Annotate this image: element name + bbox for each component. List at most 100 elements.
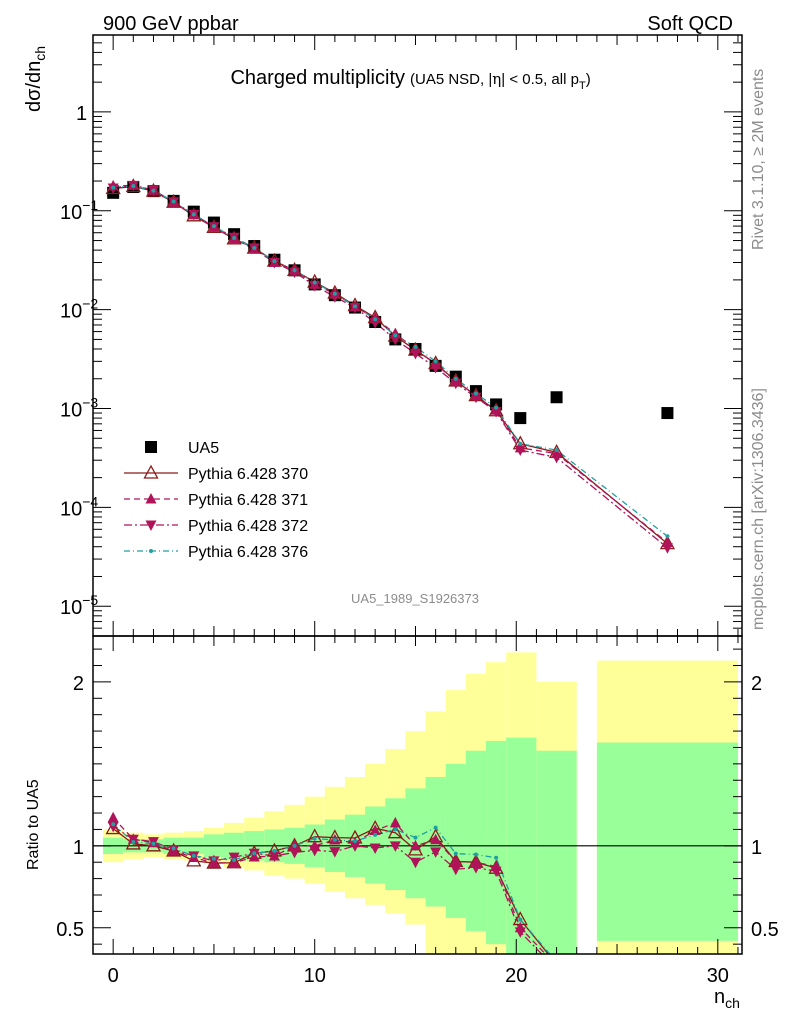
y-tick-base: 10 xyxy=(60,597,82,619)
legend-label: Pythia 6.428 371 xyxy=(188,492,308,509)
series-line-4 xyxy=(113,185,668,537)
subtitle-open: (UA5 NSD, | xyxy=(410,71,492,88)
legend-label: Pythia 6.428 376 xyxy=(188,544,308,561)
ratio-y-tick-label-right: 2 xyxy=(751,673,762,695)
ratio-y-label: Ratio to UA5 xyxy=(25,779,42,870)
y-tick-label: 10−3 xyxy=(60,395,98,422)
y-tick-base: 10 xyxy=(60,301,82,323)
data-point xyxy=(554,448,559,453)
x-axis-label: nch xyxy=(714,986,740,1011)
ratio-point xyxy=(349,841,361,852)
y-tick-base: 10 xyxy=(60,400,82,422)
legend-marker xyxy=(145,441,157,453)
main-series-markers xyxy=(105,178,676,554)
ratio-point xyxy=(473,852,478,857)
data-point xyxy=(665,534,670,539)
data-point xyxy=(171,199,176,204)
y-tick-base: 10 xyxy=(60,498,82,520)
subtitle-mid: | < 0.5, all p xyxy=(501,71,579,88)
ratio-point xyxy=(450,855,462,866)
data-point xyxy=(151,188,156,193)
ratio-point xyxy=(494,855,499,860)
ratio-point xyxy=(151,841,156,846)
legend-marker xyxy=(143,464,159,479)
x-tick-label: 0 xyxy=(108,965,119,987)
data-point xyxy=(473,391,478,396)
data-point xyxy=(191,212,196,217)
ratio-point xyxy=(369,843,381,854)
ratio-point xyxy=(252,851,257,856)
ratio-point xyxy=(490,866,502,878)
ratio-point xyxy=(312,836,317,841)
data-point xyxy=(430,362,442,374)
data-point xyxy=(413,344,418,349)
y-tick-label: 1 xyxy=(76,103,87,125)
chart-subtitle: (UA5 NSD, |η| < 0.5, all pT) xyxy=(410,70,591,92)
subtitle-close: ) xyxy=(586,71,591,88)
ratio-point xyxy=(470,863,482,874)
chart-title: Charged multiplicity xyxy=(230,67,405,89)
ratio-frame xyxy=(92,635,743,955)
y-tick-label: 10−4 xyxy=(60,493,98,520)
series-line-2 xyxy=(113,184,668,544)
legend: UA5 Pythia 6.428 370 Pythia 6.428 371 Pythi… xyxy=(124,440,308,561)
ratio-point xyxy=(430,833,442,845)
ratio-point xyxy=(389,816,401,828)
ratio-point xyxy=(430,847,442,858)
data-point xyxy=(393,333,398,338)
main-panel: 10−510−410−310−210−11 Charged multiplici… xyxy=(23,34,743,637)
legend-label: UA5 xyxy=(188,440,219,457)
data-point xyxy=(661,407,674,420)
source-label: mcplots.cern.ch [arXiv:1306.3436] xyxy=(750,388,767,630)
ratio-y-tick-label: 1 xyxy=(73,837,84,859)
data-point xyxy=(131,184,136,189)
ratio-point xyxy=(111,822,116,827)
ratio-y-tick-label: 2 xyxy=(73,673,84,695)
ratio-point xyxy=(309,845,321,857)
x-tick-label: 10 xyxy=(304,965,326,987)
x-tick-label: 30 xyxy=(707,965,729,987)
y-tick-base: 10 xyxy=(60,202,82,224)
ratio-point xyxy=(373,832,378,837)
rivet-label: Rivet 3.1.10, ≥ 2M events xyxy=(750,69,767,250)
data-point xyxy=(433,359,438,364)
ratio-point xyxy=(329,847,341,858)
data-point xyxy=(551,452,563,464)
y-tick-exponent: −3 xyxy=(82,395,98,411)
ratio-axis-ticks: 0 10 20 30 0.5 0.5 1 1 2 2 xyxy=(56,636,779,987)
ratio-point xyxy=(105,820,121,835)
y-axis-label-sub: ch xyxy=(32,46,48,61)
data-point xyxy=(490,407,502,418)
ratio-y-tick-label-right: 0.5 xyxy=(751,919,779,941)
ratio-point xyxy=(387,824,403,839)
data-point xyxy=(272,259,277,264)
ratio-point xyxy=(369,824,381,836)
data-point xyxy=(145,182,162,197)
data-point xyxy=(111,185,116,190)
ratio-point xyxy=(518,917,523,922)
ratio-y-tick-label: 0.5 xyxy=(56,919,84,941)
ratio-point xyxy=(226,854,242,869)
ratio-point xyxy=(292,843,297,848)
ratio-panel: 0 10 20 30 0.5 0.5 1 1 2 2 Ratio to UA5 nch xyxy=(25,635,779,1011)
ratio-point xyxy=(211,856,216,861)
data-point xyxy=(550,391,563,404)
ratio-point xyxy=(409,857,421,869)
data-point xyxy=(329,292,341,303)
ratio-point xyxy=(268,851,280,863)
data-point xyxy=(453,376,458,381)
x-axis-label-main: n xyxy=(714,986,725,1008)
ratio-point xyxy=(353,839,358,844)
data-point xyxy=(514,445,526,457)
ratio-point xyxy=(171,846,176,851)
y-tick-exponent: −1 xyxy=(82,197,98,213)
legend-label: Pythia 6.428 370 xyxy=(188,466,308,483)
data-point xyxy=(226,230,242,245)
data-point xyxy=(125,178,141,193)
ratio-point xyxy=(191,853,196,858)
y-tick-label: 10−1 xyxy=(60,197,98,224)
data-point xyxy=(369,318,381,329)
data-point xyxy=(389,334,401,346)
ratio-point xyxy=(389,841,401,852)
